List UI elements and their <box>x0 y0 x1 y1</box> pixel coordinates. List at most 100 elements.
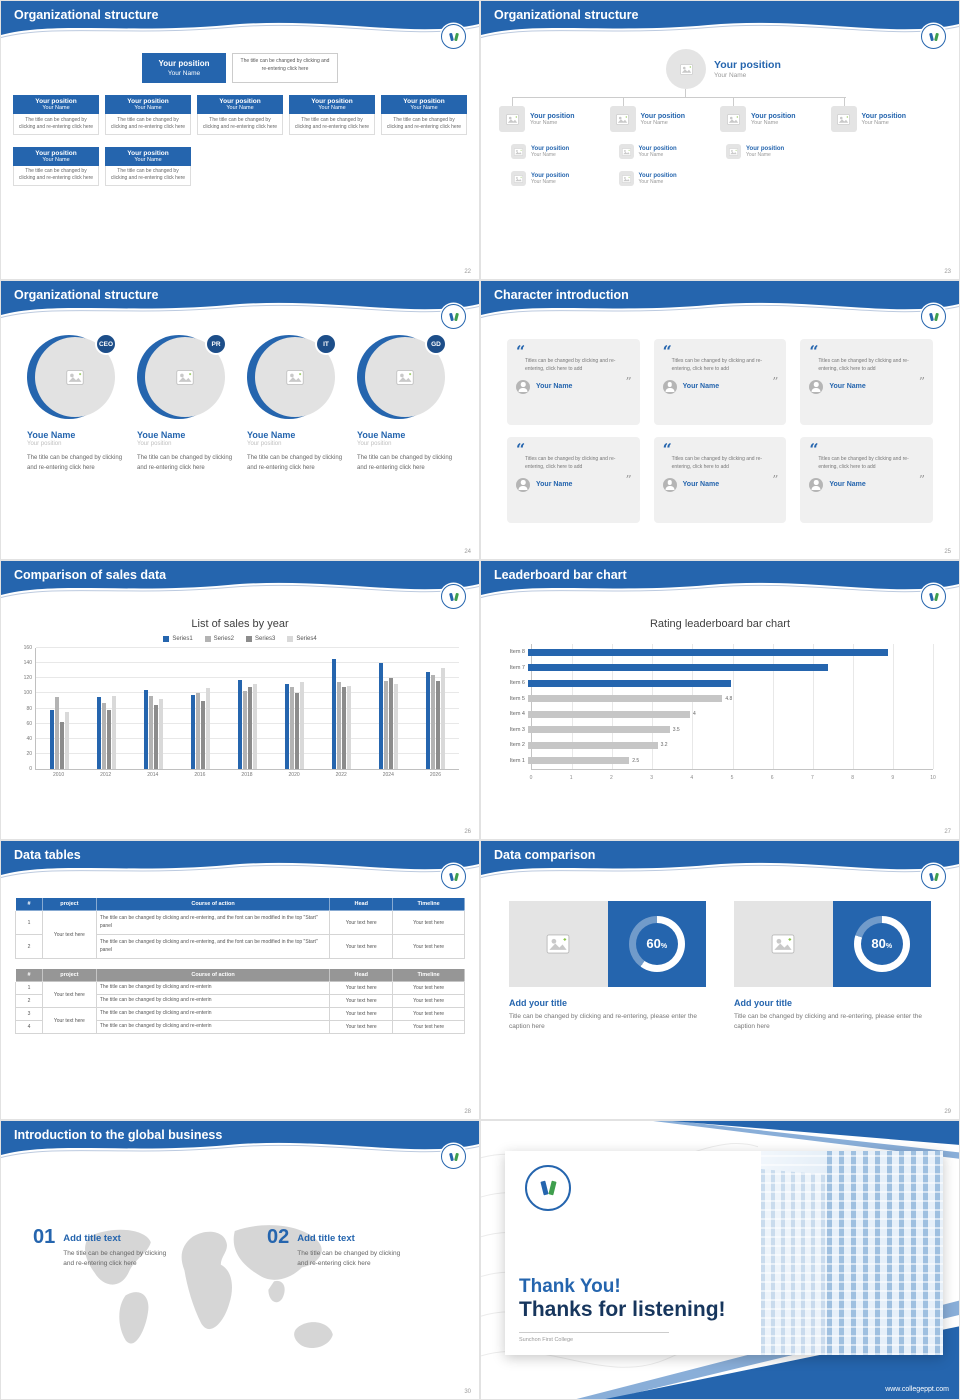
slide-title: Organizational structure <box>494 8 639 22</box>
image-placeholder-icon <box>505 113 519 125</box>
slide-header: Introduction to the global business <box>1 1121 479 1169</box>
slide-22[interactable]: Organizational structure Your position Y… <box>0 0 480 280</box>
y-tick-label: 120 <box>23 675 32 682</box>
y-tick-label: 0 <box>29 766 32 772</box>
logo-mark-icon <box>448 312 454 321</box>
image-placeholder-wrap <box>499 106 525 132</box>
bar-group <box>379 648 398 769</box>
slide-23[interactable]: Organizational structure Your position Y… <box>480 0 960 280</box>
close-quote-icon: ” <box>772 473 779 487</box>
legend-swatch <box>204 636 211 642</box>
slide-29[interactable]: Data comparison 60% Add your title Title… <box>480 840 960 1120</box>
node-labels: Your position Your Name <box>531 173 569 185</box>
position-label: Your position <box>861 112 907 120</box>
data-table: # project Course of action Head Timeline 1 You… <box>15 897 465 959</box>
name-label: Your Name <box>640 119 668 126</box>
bar <box>97 697 101 769</box>
logo-mark-icon <box>933 872 939 881</box>
slide-header: Data tables <box>1 841 479 889</box>
name-label: Your Name <box>134 105 162 111</box>
open-quote-icon: “ <box>809 342 819 361</box>
project-cell: Your text here <box>41 910 97 959</box>
position-label: Your position <box>35 98 77 105</box>
gridline <box>772 644 774 769</box>
logo-mark-icon <box>547 1180 557 1196</box>
bar <box>528 741 658 749</box>
bar <box>295 693 299 769</box>
slide-26[interactable]: Comparison of sales data List of sales b… <box>0 560 480 840</box>
project-cell: Your text here <box>41 981 97 1008</box>
legend-label: Series4 <box>296 636 317 642</box>
close-quote-icon: ” <box>772 375 779 389</box>
node-labels: Your position Your Name <box>862 113 907 126</box>
quote-text: Titles can be changed by clicking and re… <box>671 358 763 372</box>
node-labels: Your position Your Name <box>530 113 575 126</box>
bar <box>149 695 153 769</box>
item-label: Item 4 <box>509 711 525 718</box>
position-label: Your position <box>219 98 261 105</box>
node-caption: The title can be changed by clicking and… <box>381 114 467 135</box>
item-title: Add title text <box>63 1233 121 1244</box>
org-chart-row: Your position Your Name The title can be c… <box>1 95 479 135</box>
y-tick-label: 140 <box>23 660 32 667</box>
role-badge: PR <box>205 333 227 355</box>
page-number: 29 <box>944 1109 951 1115</box>
org-node: Your position Your Name The title can be c… <box>197 95 283 135</box>
org-tree-node: Your position Your Name <box>618 144 727 159</box>
bar <box>528 726 670 734</box>
bar-group <box>144 648 163 769</box>
quote-card: “Titles can be changed by clicking and r… <box>507 437 640 523</box>
item-texts: Add title text The title can be changed … <box>297 1227 409 1270</box>
open-quote-icon: “ <box>516 440 526 459</box>
x-tick-label: 0 <box>529 775 533 781</box>
thank-you-title: Thank You! <box>519 1276 621 1297</box>
bar-space <box>528 648 933 656</box>
x-tick-label: 2026 <box>429 772 441 778</box>
image-placeholder-wrap <box>830 106 857 132</box>
node-labels: Your position Your Name <box>641 113 686 126</box>
logo-mark-icon <box>928 32 934 41</box>
slide-30[interactable]: Introduction to the global business 01 <box>0 1120 480 1400</box>
bar-space <box>528 664 933 672</box>
bar-row: Item 8 <box>495 647 933 657</box>
x-tick-label: 8 <box>851 775 854 781</box>
bar <box>528 679 731 687</box>
person-name: Your Name <box>682 481 720 488</box>
profile-card: GD Youe Name Your position The title can… <box>357 333 453 474</box>
slide-header: Character introduction <box>481 281 959 329</box>
person-icon <box>809 379 824 394</box>
name-label: Your Name <box>318 105 346 111</box>
node-labels: Your position Your Name <box>714 59 781 79</box>
logo-mark-icon <box>453 592 459 601</box>
bar <box>528 710 690 718</box>
slide-25[interactable]: Character introduction “Titles can be ch… <box>480 280 960 560</box>
bar <box>65 712 69 769</box>
row-number-cell: 1 <box>15 910 43 935</box>
college-logo <box>441 1144 466 1169</box>
legend-swatch <box>287 636 294 642</box>
course-cell: The title can be changed by clicking and… <box>95 934 331 959</box>
x-tick-label: 5 <box>730 775 734 781</box>
gridline <box>36 692 459 694</box>
slide-thank-you[interactable]: Thank You! Thanks for listening! Sunchon… <box>480 1120 960 1400</box>
position-label: Your position <box>531 172 570 179</box>
bar <box>332 659 336 769</box>
slide-title: Character introduction <box>494 288 629 302</box>
row-number-cell: 2 <box>15 994 43 1008</box>
position-label: Your position <box>357 441 392 447</box>
slide-28[interactable]: Data tables # project Course of action Head… <box>0 840 480 1120</box>
logo-mark-icon <box>933 312 939 321</box>
quote-footer: Your Name <box>662 379 778 394</box>
slide-24[interactable]: Organizational structure CEO Youe Name Y… <box>0 280 480 560</box>
person-name: Your Name <box>536 481 573 488</box>
bar-row: Item 1 2.5 <box>495 756 933 766</box>
slide-title: Organizational structure <box>14 288 159 302</box>
legend-label: Series3 <box>255 636 276 642</box>
gridline <box>892 644 894 769</box>
x-tick-label: 2010 <box>52 772 65 778</box>
name-label: Your Name <box>226 105 254 111</box>
slide-title: Organizational structure <box>14 8 159 22</box>
node-labels: Your position Your Name <box>639 173 677 185</box>
profile-photo: IT <box>247 333 337 421</box>
slide-27[interactable]: Leaderboard bar chart Rating leaderboard… <box>480 560 960 840</box>
